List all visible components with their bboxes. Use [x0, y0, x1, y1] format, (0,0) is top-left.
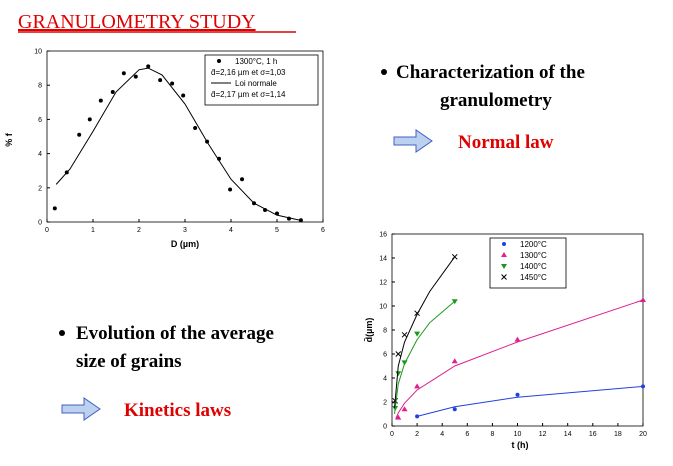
point [158, 78, 163, 83]
legend-label: 1300°C [520, 251, 547, 260]
arrow-icon [393, 129, 433, 153]
legend-swatch [501, 264, 507, 269]
x-tick-label: 4 [440, 431, 444, 438]
point [395, 414, 402, 420]
x-axis-label: t (h) [512, 440, 529, 450]
point [451, 358, 458, 364]
x-tick-label: 16 [589, 431, 597, 438]
y-tick-label: 6 [38, 117, 42, 124]
y-tick-label: 8 [383, 328, 387, 335]
fit-line [394, 300, 456, 415]
point [77, 132, 82, 137]
x-tick-label: 4 [229, 227, 233, 234]
fit-line [55, 67, 301, 221]
x-tick-label: 18 [614, 431, 622, 438]
point [298, 218, 303, 223]
y-tick-label: 10 [379, 304, 387, 311]
x-tick-label: 12 [539, 431, 547, 438]
point [414, 383, 421, 389]
legend-label: 1200°C [520, 240, 547, 249]
point [401, 406, 408, 412]
point [401, 331, 408, 338]
y-tick-label: 6 [383, 352, 387, 359]
x-tick-label: 14 [564, 431, 572, 438]
fit-line [416, 385, 644, 417]
point [240, 177, 245, 182]
point [181, 93, 186, 98]
bullet-dot [59, 330, 65, 336]
point [52, 206, 57, 211]
point [98, 98, 103, 103]
x-tick-label: 2 [137, 227, 141, 234]
legend-swatch [502, 242, 506, 246]
bullet-dot [381, 69, 387, 75]
y-axis-label: % f [4, 132, 14, 147]
point [395, 351, 402, 357]
y-tick-label: 2 [38, 185, 42, 192]
fit-line [394, 256, 456, 409]
legend-box [204, 54, 319, 106]
x-tick-label: 3 [183, 227, 187, 234]
x-tick-label: 10 [514, 431, 522, 438]
x-tick-label: 2 [415, 431, 419, 438]
x-tick-label: 5 [275, 227, 279, 234]
x-tick-label: 6 [465, 431, 469, 438]
legend-box [489, 237, 567, 289]
y-tick-label: 12 [379, 280, 387, 287]
point [228, 187, 233, 192]
legend-note: d̄=2,16 µm et σ=1,03 [211, 68, 286, 77]
x-tick-label: 0 [390, 431, 394, 438]
slide-title: GRANULOMETRY STUDY [18, 11, 256, 33]
bullet-text: size of grains [76, 351, 182, 372]
point [146, 64, 151, 69]
point [515, 392, 520, 397]
y-tick-label: 14 [379, 256, 387, 263]
x-tick-label: 0 [45, 227, 49, 234]
y-tick-label: 8 [38, 83, 42, 90]
legend-swatch [501, 274, 507, 280]
point [170, 81, 175, 86]
point [133, 74, 138, 79]
point [395, 371, 402, 377]
y-axis-label: d̄(µm) [364, 318, 374, 343]
legend-label: 1400°C [520, 262, 547, 271]
arrow-icon [61, 397, 101, 421]
point [514, 336, 521, 342]
x-tick-label: 1 [91, 227, 95, 234]
legend-swatch [501, 252, 507, 257]
fit-line [395, 299, 644, 419]
legend-note: d̄=2,17 µm et σ=1,14 [211, 90, 286, 99]
result-text: Kinetics laws [124, 400, 231, 421]
x-tick-label: 6 [321, 227, 325, 234]
x-axis-label: D (µm) [171, 239, 199, 249]
point [121, 71, 126, 76]
legend-swatch [217, 59, 221, 63]
y-tick-label: 0 [38, 220, 42, 227]
point [414, 331, 421, 337]
y-tick-label: 10 [34, 49, 42, 56]
point [193, 125, 198, 130]
legend-label: 1450°C [520, 273, 547, 282]
bullet-text: Characterization of the [396, 62, 585, 83]
y-tick-label: 16 [379, 232, 387, 239]
point [87, 117, 92, 122]
x-tick-label: 8 [490, 431, 494, 438]
point [640, 297, 646, 302]
point [110, 90, 115, 95]
bullet-text: Evolution of the average [76, 323, 274, 344]
bullet-text: granulometry [440, 90, 552, 111]
y-tick-label: 4 [383, 376, 387, 383]
point [452, 407, 457, 412]
legend-label: 1300°C, 1 h [235, 57, 277, 66]
y-tick-label: 4 [38, 151, 42, 158]
y-tick-label: 0 [383, 424, 387, 431]
y-tick-label: 2 [383, 400, 387, 407]
result-text: Normal law [458, 132, 554, 153]
legend-label: Loi normale [235, 79, 277, 88]
x-tick-label: 20 [639, 431, 647, 438]
